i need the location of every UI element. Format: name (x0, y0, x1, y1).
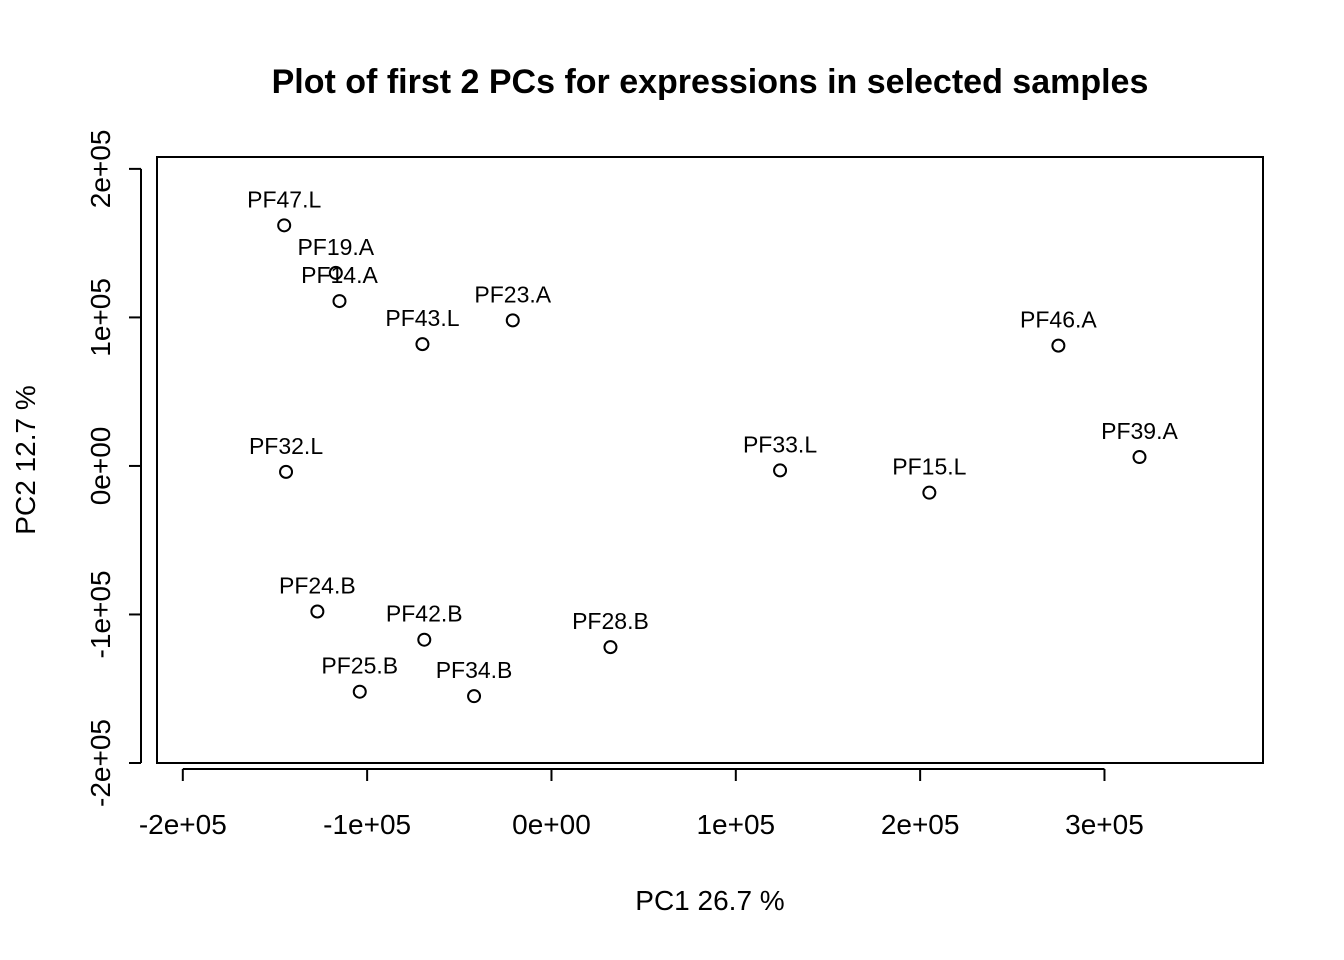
x-axis-label: PC1 26.7 % (635, 885, 784, 916)
x-tick-label: -1e+05 (323, 809, 411, 840)
data-point-label: PF15.L (892, 454, 966, 480)
data-point-label: PF47.L (247, 186, 321, 212)
x-tick-label: 0e+00 (512, 809, 591, 840)
y-tick-label: -2e+05 (85, 719, 116, 807)
y-axis-label: PC2 12.7 % (10, 385, 41, 534)
data-point-label: PF34.B (436, 657, 513, 683)
data-point-label: PF23.A (474, 281, 551, 307)
y-axis: -2e+05 -1e+05 0e+00 1e+05 2e+05 (85, 130, 142, 807)
data-point-group: PF24.B (279, 573, 356, 619)
data-point-group: PF14.A (301, 262, 378, 309)
data-point (279, 464, 294, 479)
y-tick-label: 1e+05 (85, 278, 116, 357)
data-point-group: PF25.B (321, 653, 398, 699)
data-point (505, 313, 520, 328)
data-point-label: PF28.B (572, 608, 649, 634)
y-tick-label: 2e+05 (85, 130, 116, 209)
data-point (328, 265, 343, 280)
data-point-label: PF32.L (249, 433, 323, 459)
data-point (277, 218, 292, 233)
x-axis: -2e+05 -1e+05 0e+00 1e+05 2e+05 3e+05 (139, 768, 1144, 840)
data-point-group: PF39.A (1101, 418, 1179, 465)
x-tick-label: 1e+05 (696, 809, 775, 840)
data-point-group: PF46.A (1020, 307, 1097, 353)
data-point (922, 485, 937, 500)
data-point-group: PF28.B (572, 608, 649, 655)
data-point-label: PF14.A (301, 262, 378, 288)
data-point-group: PF19.A (297, 234, 375, 280)
data-point-label: PF19.A (297, 234, 374, 260)
data-point (1051, 338, 1066, 353)
data-point-group: PF43.L (385, 305, 460, 352)
data-point (773, 463, 788, 478)
x-tick-label: 3e+05 (1065, 809, 1144, 840)
data-point-label: PF25.B (321, 653, 398, 679)
data-point-label: PF46.A (1020, 307, 1097, 333)
data-point (352, 684, 367, 699)
chart-title: Plot of first 2 PCs for expressions in s… (272, 63, 1149, 101)
data-point (332, 294, 347, 309)
data-point-label: PF43.L (385, 305, 459, 331)
data-point (310, 604, 325, 619)
data-point (417, 632, 432, 647)
y-tick-label: 0e+00 (85, 427, 116, 506)
data-point-group: PF47.L (247, 186, 321, 233)
plot-frame (156, 156, 1264, 764)
data-point-group: PF34.B (436, 657, 513, 704)
x-tick-label: 2e+05 (881, 809, 960, 840)
y-tick-label: -1e+05 (85, 570, 116, 658)
data-point-group: PF32.L (249, 433, 323, 479)
x-tick-label: -2e+05 (139, 809, 227, 840)
data-point (415, 337, 430, 352)
data-point-label: PF39.A (1101, 418, 1178, 444)
data-point-group: PF15.L (892, 454, 967, 500)
data-point-label: PF24.B (279, 573, 356, 599)
data-point-label: PF33.L (743, 431, 817, 457)
data-point-label: PF42.B (386, 601, 463, 627)
data-point-group: PF33.L (743, 431, 817, 478)
data-point-group: PF23.A (474, 281, 552, 328)
data-point (1132, 450, 1147, 465)
data-point (467, 689, 482, 704)
data-point-group: PF42.B (386, 601, 463, 647)
data-point (603, 640, 618, 655)
